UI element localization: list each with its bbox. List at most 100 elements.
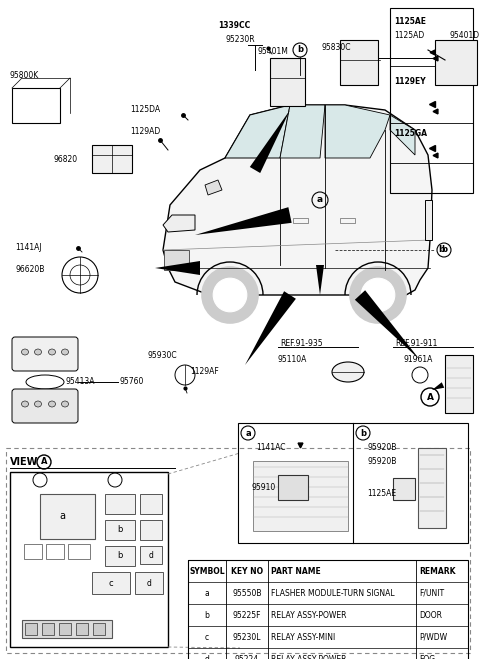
Text: VIEW: VIEW: [10, 457, 38, 467]
Text: 1339CC: 1339CC: [218, 20, 250, 30]
Polygon shape: [245, 291, 296, 365]
Text: 95830C: 95830C: [322, 43, 351, 53]
Bar: [390, 8, 473, 193]
Text: 95401M: 95401M: [258, 47, 289, 57]
Polygon shape: [316, 265, 324, 295]
Text: 95920B: 95920B: [368, 444, 397, 453]
Ellipse shape: [61, 401, 69, 407]
Text: 96620B: 96620B: [15, 266, 44, 275]
Bar: [12, 88, 60, 123]
Bar: [278, 475, 308, 500]
Bar: [25, 623, 37, 635]
Text: 1125AE: 1125AE: [394, 18, 426, 26]
Text: 95413A: 95413A: [65, 378, 95, 386]
Bar: [105, 546, 135, 566]
FancyBboxPatch shape: [12, 337, 78, 371]
Polygon shape: [355, 290, 420, 360]
Text: FLASHER MODULE-TURN SIGNAL: FLASHER MODULE-TURN SIGNAL: [271, 588, 395, 598]
Text: b: b: [360, 428, 366, 438]
Polygon shape: [163, 105, 432, 295]
Bar: [340, 218, 355, 223]
Bar: [140, 546, 162, 564]
Bar: [24, 544, 42, 559]
Bar: [93, 623, 105, 635]
Text: b: b: [441, 246, 447, 254]
Text: REF.91-911: REF.91-911: [395, 339, 437, 347]
Bar: [253, 461, 348, 531]
Text: FOG: FOG: [419, 654, 435, 659]
Bar: [76, 623, 88, 635]
Text: 95224: 95224: [235, 654, 259, 659]
Text: DOOR: DOOR: [419, 610, 442, 619]
Circle shape: [350, 267, 406, 323]
Ellipse shape: [22, 401, 28, 407]
Bar: [46, 544, 64, 559]
Polygon shape: [280, 105, 325, 158]
Bar: [293, 218, 308, 223]
Text: A: A: [427, 393, 433, 401]
Text: 1125AD: 1125AD: [394, 32, 424, 40]
Circle shape: [361, 278, 395, 312]
Polygon shape: [390, 115, 415, 155]
Circle shape: [202, 267, 258, 323]
Polygon shape: [205, 180, 222, 195]
Text: SYMBOL: SYMBOL: [189, 567, 225, 575]
Text: d: d: [149, 550, 154, 559]
Polygon shape: [155, 261, 200, 275]
Text: 95230R: 95230R: [225, 36, 254, 45]
Text: b: b: [438, 246, 444, 254]
Text: a: a: [245, 428, 251, 438]
Bar: [418, 448, 446, 528]
Text: PART NAME: PART NAME: [271, 567, 321, 575]
Ellipse shape: [35, 401, 41, 407]
Bar: [6, 448, 470, 653]
Text: 95800K: 95800K: [10, 71, 39, 80]
Text: 1129AD: 1129AD: [130, 127, 160, 136]
Text: 95550B: 95550B: [232, 588, 262, 598]
Text: b: b: [117, 552, 123, 561]
Circle shape: [213, 278, 247, 312]
Polygon shape: [195, 207, 292, 235]
Text: 95110A: 95110A: [278, 355, 307, 364]
Text: a: a: [59, 511, 65, 521]
FancyBboxPatch shape: [12, 389, 78, 423]
Bar: [40, 494, 95, 539]
Bar: [59, 623, 71, 635]
Text: 1141AC: 1141AC: [256, 444, 286, 453]
Text: 1125DA: 1125DA: [130, 105, 160, 115]
Text: b: b: [297, 45, 303, 55]
Polygon shape: [225, 105, 290, 158]
Bar: [140, 520, 162, 540]
Text: P/WDW: P/WDW: [419, 633, 447, 641]
Text: b: b: [117, 525, 123, 534]
Polygon shape: [325, 105, 390, 158]
Text: d: d: [204, 654, 209, 659]
Text: c: c: [205, 633, 209, 641]
Text: RELAY ASSY-POWER: RELAY ASSY-POWER: [271, 610, 347, 619]
Bar: [140, 494, 162, 514]
Bar: [92, 572, 130, 594]
Ellipse shape: [22, 349, 28, 355]
Text: 96820: 96820: [54, 156, 78, 165]
Text: d: d: [146, 579, 151, 588]
Text: 95225F: 95225F: [233, 610, 261, 619]
Text: RELAY ASSY-MINI: RELAY ASSY-MINI: [271, 633, 335, 641]
Ellipse shape: [26, 375, 64, 389]
Text: a: a: [317, 196, 323, 204]
Text: 95760: 95760: [120, 378, 144, 386]
Text: 95910: 95910: [252, 484, 276, 492]
Polygon shape: [432, 382, 444, 390]
Ellipse shape: [35, 349, 41, 355]
Text: 95930C: 95930C: [148, 351, 178, 360]
Text: REMARK: REMARK: [419, 567, 456, 575]
Text: 95401D: 95401D: [450, 30, 480, 40]
Bar: [135, 572, 163, 594]
Bar: [105, 520, 135, 540]
Ellipse shape: [332, 362, 364, 382]
Text: 1141AJ: 1141AJ: [15, 243, 42, 252]
Text: RELAY ASSY-POWER: RELAY ASSY-POWER: [271, 654, 347, 659]
Text: F/UNIT: F/UNIT: [419, 588, 444, 598]
Ellipse shape: [48, 349, 56, 355]
Bar: [10, 472, 168, 647]
Polygon shape: [163, 215, 195, 232]
